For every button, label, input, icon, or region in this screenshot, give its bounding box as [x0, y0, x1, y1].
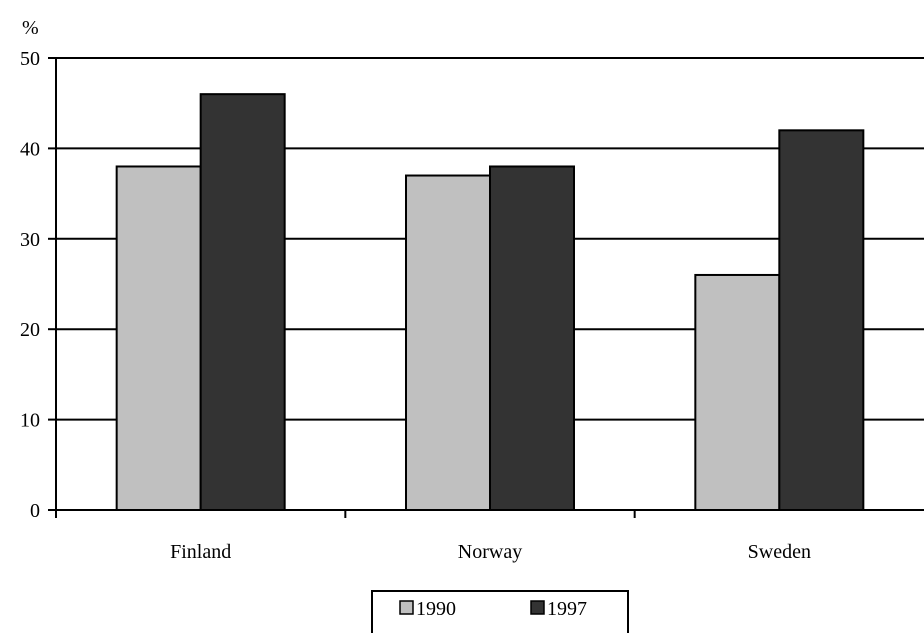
- bar-sweden-1997: [778, 129, 865, 511]
- y-tick-label: 40: [20, 138, 40, 160]
- y-tick-label: 30: [20, 229, 40, 251]
- axes: [55, 58, 924, 511]
- bar-norway-1997: [489, 165, 575, 511]
- legend-label-1990: 1990: [416, 598, 456, 620]
- legend-label-1997: 1997: [547, 598, 587, 620]
- y-axis-unit-label: %: [22, 17, 39, 39]
- x-tick-label: Finland: [170, 541, 231, 563]
- y-axis-ticks: 0 10 20 30 40 50: [20, 48, 56, 522]
- legend-swatch-1990: [399, 600, 414, 615]
- legend-box: [371, 590, 629, 633]
- bars: [115, 93, 865, 512]
- bar-finland-1990: [115, 165, 202, 511]
- y-tick-label: 0: [30, 500, 40, 522]
- bar-sweden-1990: [694, 273, 781, 511]
- x-tick-label: Norway: [458, 541, 522, 563]
- y-tick-label: 20: [20, 319, 40, 341]
- bar-finland-1997: [199, 93, 286, 511]
- y-tick-label: 50: [20, 48, 40, 70]
- bar-norway-1990: [405, 174, 491, 512]
- x-axis-ticks: Finland Norway Sweden: [55, 510, 811, 563]
- x-tick-label: Sweden: [748, 541, 811, 563]
- y-tick-label: 10: [20, 410, 40, 432]
- legend: 1990 1997: [371, 590, 629, 633]
- legend-swatch-1997: [530, 600, 545, 615]
